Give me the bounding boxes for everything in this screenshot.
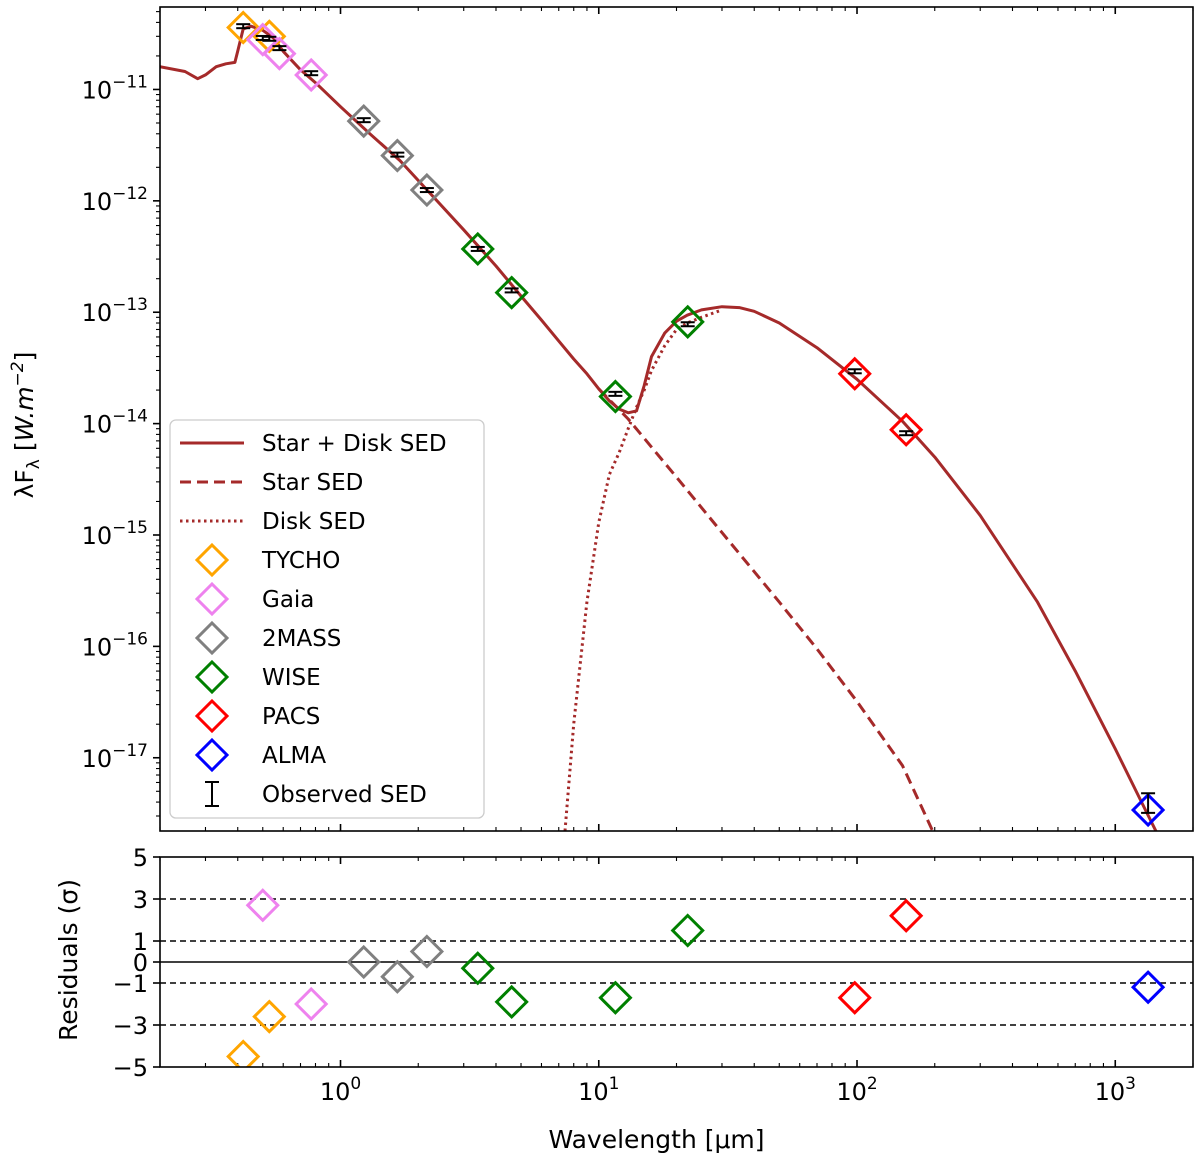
legend-swatch-marker	[194, 542, 230, 578]
y-tick-label: 10−14	[82, 407, 148, 439]
gaia-marker	[245, 22, 280, 57]
residual-plot-frame	[159, 856, 1194, 1068]
x-tick-label: 102	[836, 1074, 877, 1106]
legend-label: Gaia	[262, 587, 314, 613]
gaia-residual-marker	[294, 986, 329, 1022]
pacs-marker	[837, 356, 872, 391]
legend-label: Star SED	[262, 470, 363, 496]
wise-marker	[494, 275, 529, 310]
alma-marker	[1130, 792, 1166, 828]
residual-y-tick-label: −5	[113, 1054, 148, 1082]
residual-y-tick-label: 1	[133, 928, 148, 956]
wise-marker	[460, 231, 495, 267]
legend-label: TYCHO	[261, 548, 340, 574]
star-sed-line	[597, 387, 935, 831]
pacs-marker	[889, 412, 924, 447]
legend-swatch-marker	[194, 620, 230, 656]
legend-swatch-marker	[194, 659, 230, 695]
sed-curves	[160, 10, 1166, 831]
disk-sed-line	[563, 308, 723, 831]
y-tick-label: 10−16	[82, 629, 148, 661]
2mass-residual-marker	[346, 944, 381, 980]
legend-label: WISE	[262, 665, 321, 691]
wise-residual-marker	[460, 951, 495, 986]
2mass-marker	[380, 138, 415, 173]
legend-swatch-marker	[194, 581, 230, 617]
legend-label: Observed SED	[262, 782, 427, 808]
legend-label: ALMA	[262, 743, 326, 769]
x-tick-label: 100	[320, 1074, 361, 1106]
y-tick-label: 10−15	[82, 518, 148, 550]
residual-y-tick-label: −1	[113, 970, 148, 998]
tycho-residual-marker	[252, 999, 287, 1034]
gaia-residual-marker	[245, 888, 280, 923]
legend: Star + Disk SED Star SED Disk SED TYCHO Gaia…	[169, 419, 485, 819]
tycho-marker	[252, 19, 287, 54]
alma-residual-marker	[1130, 970, 1166, 1005]
sed-y-axis-title: λFλ [W.m−2]	[8, 352, 44, 499]
y-tick-label: 10−12	[82, 184, 148, 216]
residual-y-tick-label: 0	[133, 949, 148, 977]
legend-swatch-marker	[194, 698, 230, 734]
gaia-marker	[294, 57, 329, 93]
2mass-residual-marker	[380, 959, 415, 994]
residual-y-tick-label: −3	[113, 1012, 148, 1040]
legend-label: Disk SED	[262, 509, 366, 535]
wise-residual-marker	[494, 984, 529, 1020]
tycho-residual-marker	[226, 1039, 261, 1067]
sed-panel: 10−11 10−12 10−13 10−14 10−15 10−16 10−17 λFλ […	[8, 6, 1194, 832]
residual-y-tick-label: 3	[133, 886, 148, 914]
gaia-marker	[262, 36, 297, 71]
wise-residual-marker	[598, 980, 633, 1015]
wise-marker	[670, 304, 705, 339]
x-axis-title: Wavelength [μm]	[548, 1125, 764, 1154]
tycho-marker	[226, 10, 261, 45]
residual-y-axis-title: Residuals (σ)	[54, 879, 83, 1041]
residual-content	[160, 888, 1193, 1067]
wise-marker	[598, 379, 633, 414]
legend-box	[169, 419, 485, 819]
y-tick-label: 10−17	[82, 741, 148, 773]
legend-label: Star + Disk SED	[262, 431, 447, 457]
pacs-residual-marker	[837, 980, 872, 1015]
legend-label: PACS	[262, 704, 320, 730]
wise-residual-marker	[670, 913, 705, 948]
2mass-marker	[346, 103, 381, 139]
y-tick-label: 10−11	[82, 72, 148, 104]
sed-plot-frame	[159, 6, 1194, 832]
x-tick-label: 101	[578, 1074, 619, 1106]
legend-label: 2MASS	[262, 626, 341, 652]
2mass-residual-marker	[409, 934, 445, 969]
residual-y-tick-label: 5	[133, 844, 148, 872]
pacs-residual-marker	[889, 898, 924, 933]
y-tick-label: 10−13	[82, 295, 148, 327]
2mass-marker	[409, 172, 445, 208]
residuals-panel: 5 3 10−1 −3 −5 100 101 102 103 Residuals (σ) Wavel…	[54, 844, 1194, 1154]
legend-swatch-marker	[194, 737, 230, 773]
x-tick-label: 103	[1095, 1074, 1136, 1106]
